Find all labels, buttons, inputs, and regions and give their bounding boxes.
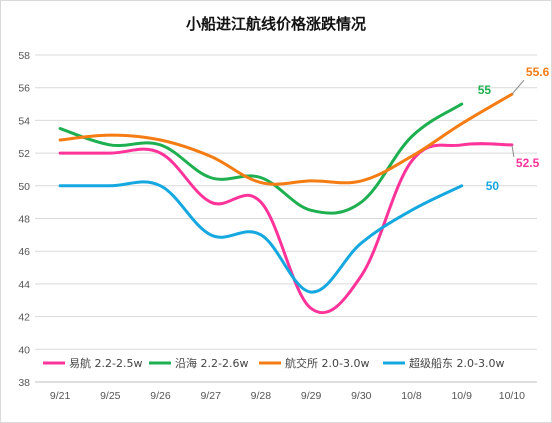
legend-label: 超级船东 2.0-3.0w	[409, 356, 504, 370]
chart-title: 小船进江航线价格涨跌情况	[186, 15, 366, 33]
y-tick-label: 48	[18, 214, 30, 226]
end-value-label: 55.6	[526, 65, 550, 79]
y-tick-label: 44	[18, 279, 30, 291]
x-tick-label: 10/9	[451, 390, 472, 402]
y-tick-label: 56	[18, 83, 30, 95]
y-tick-label: 40	[18, 344, 30, 356]
x-tick-label: 9/25	[100, 390, 121, 402]
legend-label: 航交所 2.0-3.0w	[285, 356, 369, 370]
legend: 易航 2.2-2.5w 沿海 2.2-2.6w 航交所 2.0-3.0w 超级船东 2…	[43, 356, 504, 370]
x-tick-label: 9/26	[150, 390, 171, 402]
x-tick-label: 9/30	[351, 390, 372, 402]
series-line	[58, 92, 514, 186]
series-lines	[58, 92, 514, 315]
series-line	[58, 102, 464, 215]
y-tick-label: 42	[18, 312, 30, 324]
end-labels: 52.5 55 55.6 50	[478, 65, 550, 193]
end-value-label: 50	[486, 179, 500, 193]
y-tick-label: 38	[18, 377, 30, 389]
end-value-label: 55	[478, 83, 492, 97]
y-tick-label: 58	[18, 50, 30, 62]
x-tick-label: 9/27	[200, 390, 221, 402]
end-label-leader	[511, 79, 525, 95]
legend-label: 沿海 2.2-2.6w	[175, 356, 248, 370]
y-axis-ticks: 38 40 42 44 46 48 50 52 54 56 58	[18, 50, 30, 389]
end-value-label: 52.5	[516, 156, 540, 170]
legend-label: 易航 2.2-2.5w	[69, 356, 142, 370]
x-axis-ticks: 9/21 9/25 9/26 9/27 9/28 9/29 9/30 10/8 10/9 10/1…	[35, 381, 537, 402]
y-tick-label: 50	[18, 181, 30, 193]
x-tick-label: 10/10	[499, 390, 525, 402]
series-line	[58, 142, 514, 315]
x-tick-label: 9/21	[50, 390, 71, 402]
y-tick-label: 46	[18, 246, 30, 258]
x-tick-label: 10/8	[401, 390, 422, 402]
y-tick-label: 54	[18, 115, 30, 127]
x-tick-label: 9/28	[251, 390, 272, 402]
series-line	[58, 180, 464, 294]
x-tick-label: 9/29	[301, 390, 322, 402]
y-tick-label: 52	[18, 148, 30, 160]
end-label-leader	[511, 144, 515, 158]
